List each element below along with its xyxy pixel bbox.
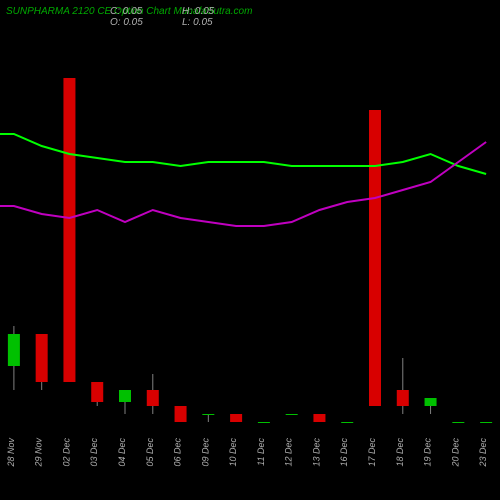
x-axis-label: 12 Dec <box>284 438 294 467</box>
ohlc-close: C: 0.05 <box>110 6 158 17</box>
x-axis-label: 28 Nov <box>6 438 16 468</box>
x-axis-label: 10 Dec <box>228 438 238 467</box>
chart-header: SUNPHARMA 2120 CE Option Chart MunafaSut… <box>0 6 500 28</box>
x-axis-label: 04 Dec <box>117 438 127 467</box>
x-axis-label: 23 Dec <box>478 438 488 468</box>
ohlc-low: L: 0.05 <box>182 17 230 28</box>
x-axis-label: 18 Dec <box>395 438 405 467</box>
x-axis-label: 09 Dec <box>200 438 210 467</box>
x-axis-label: 29 Nov <box>34 438 44 468</box>
chart-svg: 28 Nov 29 Nov 02 Dec 03 Dec 04 Dec 05 Dec 06 D… <box>0 0 500 500</box>
x-axis-label: 19 Dec <box>423 438 433 467</box>
x-axis-label: 06 Dec <box>173 438 183 467</box>
x-axis-label: 05 Dec <box>145 438 155 467</box>
chart-container: SUNPHARMA 2120 CE Option Chart MunafaSut… <box>0 0 500 500</box>
x-axis-label: 16 Dec <box>339 438 349 467</box>
x-axis-label: 03 Dec <box>89 438 99 467</box>
ohlc-high: H: 0.05 <box>182 6 230 17</box>
x-axis-label: 02 Dec <box>61 438 71 467</box>
x-axis-label: 17 Dec <box>367 438 377 467</box>
x-axis-label: 20 Dec <box>450 438 460 468</box>
x-axis-label: 13 Dec <box>311 438 321 467</box>
x-axis-label: 11 Dec <box>256 438 266 466</box>
ohlc-open: O: 0.05 <box>110 17 158 28</box>
